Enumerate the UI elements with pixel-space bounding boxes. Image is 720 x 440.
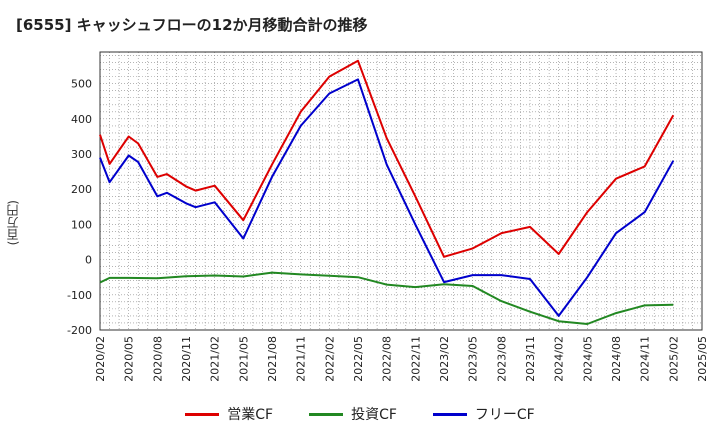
x-tick-label: 2021/05 — [237, 336, 250, 382]
y-tick-label: 200 — [71, 183, 92, 196]
x-tick-label: 2024/02 — [553, 336, 566, 382]
legend-label-operating: 営業CF — [227, 407, 274, 423]
y-tick-label: 500 — [71, 78, 92, 91]
y-tick-label: 100 — [71, 218, 92, 231]
plot-frame — [99, 51, 703, 331]
legend-label-free: フリーCF — [474, 407, 535, 423]
x-tick-label: 2025/02 — [667, 336, 680, 382]
x-tick-label: 2020/05 — [123, 336, 136, 382]
legend-swatch-investing — [309, 412, 344, 416]
legend: 営業CF 投資CF フリーCF — [0, 404, 720, 424]
series-line-operating-cf — [99, 59, 675, 258]
series-line-investing-cf — [99, 271, 674, 325]
legend-item-operating: 営業CF — [185, 404, 273, 424]
x-tick-label: 2023/05 — [467, 336, 480, 382]
legend-swatch-free — [432, 412, 467, 416]
x-tick-label: 2022/11 — [409, 336, 422, 382]
y-tick-label: -100 — [67, 289, 92, 302]
y-tick-label: 0 — [85, 254, 92, 267]
legend-item-investing: 投資CF — [309, 404, 397, 424]
chart-title: [6555] キャッシュフローの12か月移動合計の推移 — [16, 16, 368, 34]
x-tick-label: 2024/08 — [610, 336, 623, 382]
x-tick-label: 2021/02 — [209, 336, 222, 382]
legend-item-free: フリーCF — [432, 404, 535, 424]
x-tick-label: 2020/08 — [151, 336, 164, 382]
series-line-free-cf — [99, 78, 675, 317]
x-tick-label: 2023/08 — [495, 336, 508, 382]
x-tick-label: 2023/11 — [524, 336, 537, 382]
legend-swatch-operating — [185, 412, 220, 416]
y-tick-label: -200 — [67, 324, 92, 337]
y-tick-label: 300 — [71, 148, 92, 161]
x-tick-label: 2025/05 — [696, 336, 709, 382]
x-tick-label: 2024/05 — [581, 336, 594, 382]
x-tick-label: 2020/02 — [94, 336, 107, 382]
x-tick-label: 2023/02 — [438, 336, 451, 382]
legend-label-investing: 投資CF — [351, 407, 397, 423]
y-tick-label: 400 — [71, 113, 92, 126]
x-tick-label: 2021/11 — [295, 336, 308, 382]
x-tick-label: 2022/08 — [381, 336, 394, 382]
x-tick-label: 2020/11 — [180, 336, 193, 382]
plot-area — [100, 52, 702, 330]
x-tick-label: 2024/11 — [639, 336, 652, 382]
x-tick-label: 2021/08 — [266, 336, 279, 382]
line-chart: -200 -100 0 100 200 300 400 500 2020/02 2020/05 20… — [67, 51, 709, 382]
x-tick-label: 2022/02 — [323, 336, 336, 382]
x-tick-label: 2022/05 — [352, 336, 365, 382]
